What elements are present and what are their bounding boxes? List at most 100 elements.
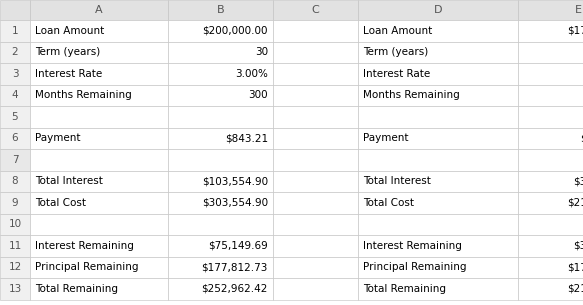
Text: 3: 3 (12, 69, 18, 79)
Bar (0, 20, 30, 41)
Text: Total Remaining: Total Remaining (363, 284, 446, 294)
Text: 300: 300 (248, 90, 268, 100)
Text: 10: 10 (8, 219, 22, 229)
Bar (168, 20, 273, 41)
Text: 4: 4 (12, 90, 18, 100)
Text: 13: 13 (8, 284, 22, 294)
Text: 30: 30 (255, 47, 268, 57)
Bar (273, 84, 358, 106)
Bar (358, 63, 518, 84)
Bar (0, 192, 30, 214)
Text: $252,962.42: $252,962.42 (202, 284, 268, 294)
Bar (168, 170, 273, 192)
Bar (273, 214, 358, 235)
Bar (358, 20, 518, 41)
Bar (358, 235, 518, 257)
Bar (518, 257, 583, 278)
Text: Months Remaining: Months Remaining (363, 90, 460, 100)
Bar (168, 235, 273, 257)
Bar (168, 41, 273, 63)
Bar (0, 170, 30, 192)
Bar (30, 214, 168, 235)
Text: Term (years): Term (years) (35, 47, 100, 57)
Bar (518, 84, 583, 106)
Text: B: B (217, 5, 224, 15)
Text: Total Cost: Total Cost (363, 198, 414, 208)
Bar (30, 20, 168, 41)
Bar (30, 127, 168, 149)
Bar (168, 214, 273, 235)
Text: Interest Remaining: Interest Remaining (363, 241, 462, 251)
Bar (168, 127, 273, 149)
Bar (358, 127, 518, 149)
Text: A: A (95, 5, 103, 15)
Bar (30, 235, 168, 257)
Bar (518, 170, 583, 192)
Bar (518, 63, 583, 84)
Bar (168, 0, 273, 20)
Bar (30, 63, 168, 84)
Text: C: C (312, 5, 319, 15)
Bar (273, 106, 358, 127)
Bar (358, 192, 518, 214)
Bar (358, 41, 518, 63)
Text: 7: 7 (12, 155, 18, 165)
Bar (273, 0, 358, 20)
Text: Total Remaining: Total Remaining (35, 284, 118, 294)
Bar (0, 106, 30, 127)
Bar (518, 41, 583, 63)
Text: Loan Amount: Loan Amount (363, 26, 432, 36)
Bar (168, 278, 273, 300)
Text: $103,554.90: $103,554.90 (202, 176, 268, 186)
Bar (273, 170, 358, 192)
Bar (358, 84, 518, 106)
Bar (518, 0, 583, 20)
Bar (273, 20, 358, 41)
Text: E: E (574, 5, 581, 15)
Bar (273, 41, 358, 63)
Text: 5: 5 (12, 112, 18, 122)
Text: D: D (434, 5, 442, 15)
Text: Loan Amount: Loan Amount (35, 26, 104, 36)
Bar (273, 235, 358, 257)
Bar (273, 257, 358, 278)
Bar (273, 63, 358, 84)
Bar (30, 41, 168, 63)
Bar (518, 106, 583, 127)
Bar (518, 20, 583, 41)
Text: $200,000.00: $200,000.00 (202, 26, 268, 36)
Bar (0, 278, 30, 300)
Bar (0, 63, 30, 84)
Bar (518, 235, 583, 257)
Text: $177,812.73: $177,812.73 (567, 262, 583, 272)
Bar (0, 0, 30, 20)
Bar (0, 257, 30, 278)
Bar (30, 192, 168, 214)
Text: $217,201.61: $217,201.61 (567, 198, 583, 208)
Bar (518, 192, 583, 214)
Text: $1,206.68: $1,206.68 (580, 133, 583, 143)
Text: Term (years): Term (years) (363, 47, 429, 57)
Bar (358, 149, 518, 170)
Bar (0, 235, 30, 257)
Bar (0, 84, 30, 106)
Bar (518, 149, 583, 170)
Bar (30, 0, 168, 20)
Bar (273, 278, 358, 300)
Bar (30, 170, 168, 192)
Text: $39,388.89: $39,388.89 (573, 176, 583, 186)
Text: Principal Remaining: Principal Remaining (35, 262, 139, 272)
Bar (358, 214, 518, 235)
Bar (273, 192, 358, 214)
Text: Total Interest: Total Interest (363, 176, 431, 186)
Text: 1: 1 (12, 26, 18, 36)
Bar (358, 170, 518, 192)
Text: 2: 2 (12, 47, 18, 57)
Bar (518, 214, 583, 235)
Bar (358, 106, 518, 127)
Bar (168, 192, 273, 214)
Text: $75,149.69: $75,149.69 (208, 241, 268, 251)
Text: $177,812.73: $177,812.73 (567, 26, 583, 36)
Bar (358, 257, 518, 278)
Bar (518, 278, 583, 300)
